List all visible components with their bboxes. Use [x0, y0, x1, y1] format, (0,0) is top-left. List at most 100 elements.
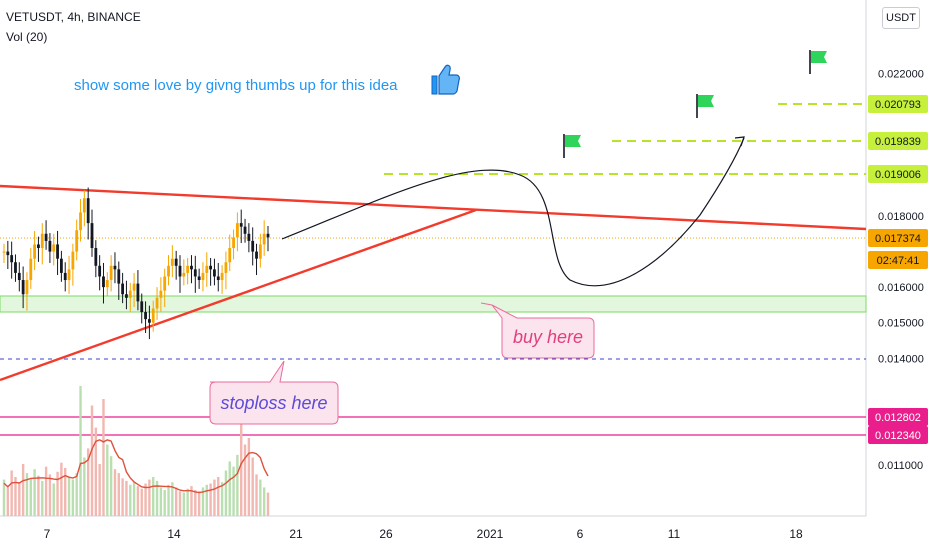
- volume-bar: [140, 488, 143, 516]
- support-zone[interactable]: [0, 295, 867, 313]
- price-label-countdown[interactable]: [868, 251, 928, 269]
- price-label-text: 0.019006: [875, 169, 921, 181]
- x-tick-label: 7: [44, 527, 51, 541]
- volume-header[interactable]: Vol (20): [6, 30, 48, 44]
- candle-body: [258, 244, 262, 259]
- flag-icon[interactable]: [696, 94, 714, 118]
- price-label-text: 0.019839: [875, 136, 921, 148]
- volume-bar: [98, 464, 101, 516]
- price-label-text: 0.017374: [875, 233, 921, 245]
- y-tick-label: 0.016000: [878, 282, 924, 294]
- price-label-stop[interactable]: [868, 426, 928, 444]
- resistance-trendline[interactable]: [0, 184, 867, 231]
- candle-body: [117, 269, 121, 284]
- candle-body: [25, 280, 29, 295]
- price-label-text: 02:47:41: [877, 255, 920, 267]
- volume-bar: [106, 444, 109, 516]
- candles-group: [2, 187, 270, 340]
- volume-bar: [94, 427, 98, 516]
- volume-bar: [190, 486, 193, 516]
- candle-body: [144, 312, 147, 320]
- buy-callout[interactable]: buy here: [491, 304, 595, 359]
- x-tick-label: 26: [379, 527, 393, 541]
- price-label-stop[interactable]: [868, 408, 928, 426]
- volume-bar: [102, 399, 105, 516]
- candle-body: [170, 258, 174, 266]
- candle-body: [190, 265, 193, 270]
- support-trendline[interactable]: [0, 208, 477, 382]
- y-tick-label: 0.011000: [878, 460, 923, 472]
- volume-bar: [60, 462, 63, 516]
- candle-body: [86, 198, 90, 224]
- volume-bar: [266, 492, 270, 516]
- volume-bar: [33, 469, 36, 516]
- volume-bar: [90, 405, 94, 516]
- candle-body: [67, 269, 71, 281]
- volume-bar: [228, 461, 231, 516]
- candle-body: [79, 212, 82, 231]
- volume-bar: [67, 477, 71, 516]
- volume-bar: [159, 487, 163, 516]
- volume-bar: [117, 473, 120, 516]
- volume-bar: [144, 483, 147, 516]
- volume-bar: [2, 479, 6, 516]
- candle-body: [213, 269, 216, 277]
- candle-body: [6, 251, 10, 256]
- candle-body: [197, 276, 201, 281]
- volume-bar: [129, 484, 132, 516]
- volume-bar: [48, 474, 52, 516]
- symbol-header[interactable]: VETUSDT, 4h, BINANCE: [6, 10, 141, 24]
- flag-icon[interactable]: [809, 50, 827, 74]
- y-tick-label: 0.015000: [878, 318, 924, 330]
- candle-body: [98, 265, 102, 277]
- volume-bar: [217, 477, 220, 516]
- projection-path[interactable]: [281, 137, 745, 287]
- candle-body: [90, 223, 94, 249]
- x-tick-label: 2021: [477, 527, 504, 541]
- candle-body: [75, 230, 79, 252]
- candle-body: [29, 258, 33, 281]
- candle-body: [94, 248, 98, 266]
- volume-bar: [197, 491, 201, 516]
- y-tick-label: 0.022000: [878, 69, 924, 81]
- volume-bar: [113, 469, 117, 516]
- volume-bar: [213, 479, 216, 516]
- flag-icon[interactable]: [563, 134, 581, 158]
- price-label-text: 0.012802: [875, 412, 921, 424]
- promo-text: show some love by givng thumbs up for th…: [74, 77, 398, 94]
- volume-bar: [209, 483, 212, 516]
- volume-bar: [220, 482, 224, 516]
- thumbs-up-icon: [431, 64, 460, 95]
- candle-body: [224, 262, 228, 273]
- candle-body: [102, 276, 105, 288]
- volume-bar: [6, 487, 10, 516]
- x-tick-label: 21: [289, 527, 303, 541]
- candle-body: [255, 251, 258, 259]
- volume-bar: [83, 457, 86, 516]
- volume-bar: [243, 444, 247, 516]
- volume-bar: [148, 479, 151, 516]
- volume-bar: [136, 486, 140, 516]
- price-label-text: 0.020793: [875, 99, 921, 111]
- volume-bar: [174, 487, 178, 516]
- price-label-current[interactable]: [868, 229, 928, 247]
- volume-bar: [64, 467, 67, 516]
- x-tick-label: 6: [577, 527, 584, 541]
- candle-body: [121, 283, 125, 295]
- price-label-target[interactable]: [868, 95, 928, 113]
- volume-bar: [86, 448, 90, 516]
- stoploss-callout[interactable]: stoploss here: [209, 360, 339, 425]
- volume-bar: [163, 490, 166, 516]
- volume-bar: [259, 479, 262, 516]
- volume-bar: [44, 466, 48, 516]
- candle-body: [10, 255, 14, 263]
- x-tick-label: 18: [789, 527, 803, 541]
- candle-body: [159, 290, 163, 298]
- volume-bar: [178, 491, 182, 516]
- currency-button[interactable]: USDT: [882, 7, 920, 29]
- candle-body: [209, 265, 213, 270]
- candle-body: [163, 276, 167, 291]
- price-label-target[interactable]: [868, 165, 928, 183]
- price-label-target[interactable]: [868, 132, 928, 150]
